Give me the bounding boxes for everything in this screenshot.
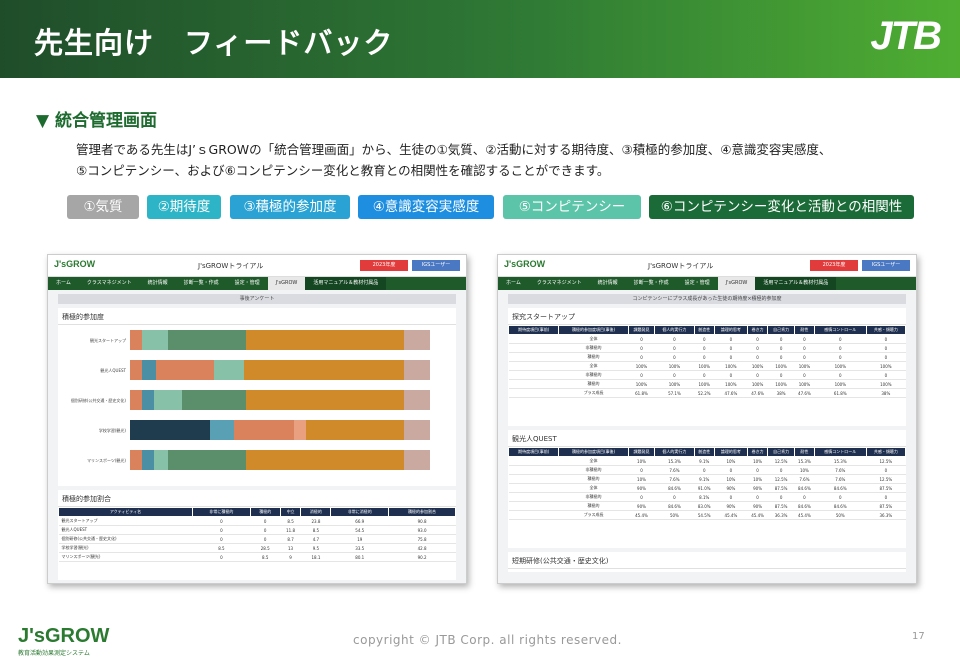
app-title: J'sGROWトライアル bbox=[648, 262, 714, 270]
nav-manual[interactable]: 活用マニュアル＆教材付属品 bbox=[305, 277, 387, 290]
app-nav: ホーム クラスマネジメント 統計情報 診断一覧・作成 設定・管理 J'sGROW… bbox=[48, 277, 466, 290]
category-expectation: ②期待度 bbox=[147, 195, 221, 219]
competency-panel-2: 観光人QUEST 期待度項目(事前) 積極的参加度項目(事後) 課題発見 個人的実行力… bbox=[507, 430, 907, 548]
nav-jsgrow[interactable]: J'sGROW bbox=[267, 277, 306, 290]
participation-chart-panel: 積極的参加度 観光スタートアップ 観光人QUEST 個別研修(公共交通・歴史文化… bbox=[58, 308, 456, 486]
right-screenshot: J'sGROW J'sGROWトライアル 2023年度 IGSユーザー ホーム … bbox=[497, 254, 917, 584]
nav-stats[interactable]: 統計情報 bbox=[147, 280, 168, 286]
table-row: 積極的 0 0 0 0 0 0 0 0 0 bbox=[508, 352, 906, 362]
jsgrow-logo: J'sGROW bbox=[18, 625, 110, 647]
slide-title: 先生向け フィードバック bbox=[34, 26, 394, 60]
nav-manual[interactable]: 活用マニュアル＆教材付属品 bbox=[755, 277, 837, 290]
description-line-2: ⑤コンピテンシー、および⑥コンピテンシー変化と教育との相関性を確認することができ… bbox=[76, 163, 610, 178]
competency-panel-1: 探究スタートアップ 期待度項目(事前) 積極的参加度項目(事後) 課題発見 個人的実行… bbox=[507, 308, 907, 426]
competency-panel-3: 短期研修(公共交通・歴史文化) bbox=[508, 552, 906, 572]
table-header: 積極的 bbox=[249, 507, 281, 517]
table-row: 非積極的 0 7.6% 0 0 0 0 10% 7.6% 0 bbox=[508, 465, 906, 475]
description-line-1: 管理者である先生はJ’ｓGROWの「統合管理画面」から、生徒の①気質、②活動に対… bbox=[76, 142, 832, 157]
panel-title: 探究スタートアップ bbox=[508, 308, 906, 325]
app-topbar: J'sGROW J'sGROWトライアル 2023年度 IGSユーザー bbox=[498, 255, 916, 277]
table-row: 積極的 90% 84.6% 83.0% 90% 90% 87.5% 84.6% 84.6% 87.… bbox=[508, 501, 906, 511]
table-header: 非常に消極的 bbox=[330, 507, 390, 517]
app-logo: J'sGROW bbox=[54, 259, 96, 269]
panel-title: 観光人QUEST bbox=[508, 430, 906, 447]
table-row: 非積極的 0 0 0 0 0 0 0 0 0 bbox=[508, 370, 906, 380]
table-row: マリンスポーツ(観光) 0 8.5 9 18.1 80.1 90.2 bbox=[58, 552, 456, 562]
bar-label: 観光人QUEST bbox=[100, 368, 126, 373]
nav-stats[interactable]: 統計情報 bbox=[597, 280, 618, 286]
table-row: 全体 10% 15.3% 9.1% 10% 10% 12.5% 15.3% 15.3% 12.5% bbox=[508, 456, 906, 466]
nav-class[interactable]: クラスマネジメント bbox=[86, 280, 132, 286]
year-select[interactable]: 2023年度 bbox=[810, 260, 858, 271]
description: 管理者である先生はJ’ｓGROWの「統合管理画面」から、生徒の①気質、②活動に対… bbox=[76, 139, 936, 181]
slide-header: 先生向け フィードバック JTB bbox=[0, 0, 960, 78]
category-competency: ⑤コンピテンシー bbox=[503, 195, 641, 219]
jsgrow-logo-subtitle: 教育活動効果測定システム bbox=[18, 650, 90, 657]
bar-row bbox=[130, 330, 430, 350]
user-select[interactable]: IGSユーザー bbox=[862, 260, 910, 271]
participation-table-panel: 積極的参加割合 アクティビティ名 非常に積極的 積極的 中立 消極的 非常に消極… bbox=[57, 490, 456, 580]
category-awareness: ④意識変容実感度 bbox=[358, 195, 494, 219]
table-row: プラス成長 61.8% 57.1% 52.2% 47.6% 47.6% 38% 47.6% 61… bbox=[508, 388, 906, 398]
page-number: 17 bbox=[912, 631, 925, 642]
table-header: 積極的参加割合 bbox=[388, 507, 456, 517]
nav-settings[interactable]: 設定・管理 bbox=[684, 280, 710, 286]
bar-row bbox=[130, 420, 430, 440]
nav-settings[interactable]: 設定・管理 bbox=[234, 280, 260, 286]
subheader: コンピテンシーにプラス成長があった生徒の期待度×積極的参加度 bbox=[508, 294, 906, 304]
table-row: 観光スタートアップ 0 0 8.5 23.8 66.9 90.8 bbox=[58, 516, 456, 526]
left-screenshot: J'sGROW J'sGROWトライアル 2023年度 IGSユーザー ホーム … bbox=[47, 254, 467, 584]
app-topbar: J'sGROW J'sGROWトライアル 2023年度 IGSユーザー bbox=[48, 255, 466, 277]
bar-label: 観光スタートアップ bbox=[90, 338, 126, 343]
table-header: 非常に積極的 bbox=[192, 507, 251, 517]
category-correlation: ⑥コンピテンシー変化と活動との相関性 bbox=[649, 195, 914, 219]
competency-table: 期待度項目(事前) 積極的参加度項目(事後) 課題発見 個人的実行力 創造性 論理的思考巻… bbox=[507, 447, 907, 520]
category-temperament: ①気質 bbox=[67, 195, 139, 219]
nav-class[interactable]: クラスマネジメント bbox=[536, 280, 582, 286]
table-row: 全体 90% 84.6% 91.0% 90% 90% 87.5% 84.6% 84.6% 87.5… bbox=[508, 483, 906, 493]
nav-jsgrow[interactable]: J'sGROW bbox=[717, 277, 756, 290]
table-row: 積極的 100% 100% 100% 100% 100% 100% 100% 100% 100% bbox=[508, 379, 906, 389]
table-row: プラス成長 45.4% 50% 54.5% 45.4% 45.4% 36.3% 45.4% 50… bbox=[508, 510, 906, 520]
table-row: 非積極的 0 0 8.1% 0 0 0 0 0 0 bbox=[508, 492, 906, 502]
bar-label: マリンスポーツ(観光) bbox=[87, 458, 126, 463]
subheader: 事後アンケート bbox=[58, 294, 456, 304]
participation-table: アクティビティ名 非常に積極的 積極的 中立 消極的 非常に消極的 積極的参加割… bbox=[57, 507, 456, 562]
category-participation: ③積極的参加度 bbox=[230, 195, 350, 219]
bar-row bbox=[130, 390, 430, 410]
nav-home[interactable]: ホーム bbox=[506, 280, 521, 286]
app-title: J'sGROWトライアル bbox=[198, 262, 264, 270]
table-header: 中立 bbox=[279, 507, 302, 517]
table-row: 全体 100% 100% 100% 100% 100% 100% 100% 100% 100% bbox=[508, 361, 906, 371]
competency-table: 期待度項目(事前) 積極的参加度項目(事後) 課題発見 個人的実行力 創造性 論理的思考巻… bbox=[507, 325, 907, 398]
table-row: 非積極的 0 0 0 0 0 0 0 0 0 bbox=[508, 343, 906, 353]
app-nav: ホーム クラスマネジメント 統計情報 診断一覧・作成 設定・管理 J'sGROW… bbox=[498, 277, 916, 290]
table-row: 学校学習(観光) 8.5 28.5 13 9.5 33.5 42.8 bbox=[58, 543, 456, 553]
footer-logo: J'sGROW 教育活動効果測定システム bbox=[18, 625, 109, 657]
nav-diagnosis[interactable]: 診断一覧・作成 bbox=[183, 280, 219, 286]
panel-title: 短期研修(公共交通・歴史文化) bbox=[508, 552, 906, 569]
copyright: copyright © JTB Corp. all rights reserve… bbox=[353, 633, 622, 647]
table-row: 個別研修(公共交通・歴史文化) 0 0 8.7 4.7 19 75.8 bbox=[58, 534, 456, 544]
section-title: ▼ 統合管理画面 bbox=[36, 111, 157, 131]
jtb-logo: JTB bbox=[870, 14, 942, 58]
bar-label: 個別研修(公共交通・歴史文化) bbox=[70, 398, 126, 403]
app-logo: J'sGROW bbox=[504, 259, 546, 269]
user-select[interactable]: IGSユーザー bbox=[412, 260, 460, 271]
bar-label: 学校学習(観光) bbox=[98, 428, 126, 433]
nav-diagnosis[interactable]: 診断一覧・作成 bbox=[633, 280, 669, 286]
table-row: 観光人QUEST 0 0 11.8 8.5 54.5 93.0 bbox=[58, 525, 456, 535]
table-header: アクティビティ名 bbox=[57, 507, 194, 517]
panel-title: 積極的参加度 bbox=[58, 308, 456, 325]
panel-title: 積極的参加割合 bbox=[58, 490, 456, 507]
bar-row bbox=[130, 450, 430, 470]
table-header: 消極的 bbox=[300, 507, 332, 517]
year-select[interactable]: 2023年度 bbox=[360, 260, 408, 271]
bar-row bbox=[130, 360, 430, 380]
nav-home[interactable]: ホーム bbox=[56, 280, 71, 286]
table-row: 積極的 10% 7.6% 9.1% 10% 10% 12.5% 7.6% 7.6% 12.5% bbox=[508, 474, 906, 484]
table-row: 全体 0 0 0 0 0 0 0 0 0 bbox=[508, 334, 906, 344]
